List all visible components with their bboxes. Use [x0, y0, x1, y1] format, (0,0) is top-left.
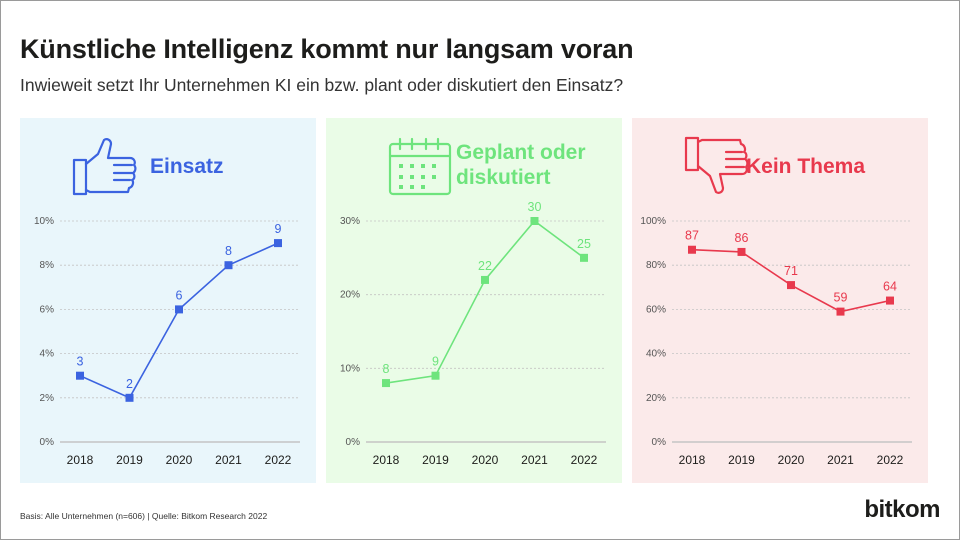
x-tick-label: 2019	[422, 453, 449, 467]
data-label: 25	[577, 237, 591, 251]
data-point	[224, 261, 233, 270]
y-tick-label: 80%	[646, 260, 666, 271]
data-point	[580, 253, 588, 262]
panel-label-kein-thema: Kein Thema	[746, 155, 866, 178]
y-tick-label: 30%	[340, 216, 360, 227]
footnote-source: Basis: Alle Unternehmen (n=606) | Quelle…	[20, 511, 268, 521]
series-line	[79, 242, 279, 399]
data-point	[688, 245, 696, 254]
thumbs-down-icon	[684, 136, 749, 194]
x-tick-label: 2019	[116, 453, 143, 467]
panel-geplant: 0% 10% 20% 30% 2018 2019 2020 2021 2022 8 9 22 30 25 …	[326, 118, 622, 483]
panel-label-geplant-line1: Geplant oder	[456, 141, 586, 164]
thumbs-up-icon	[72, 138, 137, 196]
x-tick-label: 2021	[827, 453, 854, 467]
data-label: 3	[77, 355, 84, 369]
series-line	[385, 219, 585, 384]
data-label: 9	[275, 222, 282, 236]
x-tick-label: 2020	[166, 453, 193, 467]
x-tick-label: 2021	[215, 453, 242, 467]
panel-label-geplant-line2: diskutiert	[456, 166, 551, 189]
panel-header-einsatz: Einsatz	[20, 118, 316, 208]
y-tick-label: 20%	[646, 393, 666, 404]
brand-logo: bitkom	[864, 496, 940, 523]
series-line	[691, 248, 891, 313]
data-label: 9	[432, 355, 439, 369]
x-tick-label: 2021	[521, 453, 548, 467]
data-point	[787, 281, 795, 290]
data-label: 2	[126, 377, 133, 391]
x-tick-label: 2018	[679, 453, 706, 467]
x-tick-label: 2018	[67, 453, 94, 467]
y-tick-label: 20%	[340, 290, 360, 301]
data-label: 22	[478, 259, 492, 273]
y-tick-label: 0%	[346, 437, 361, 448]
data-point	[530, 217, 539, 225]
calendar-icon	[388, 137, 452, 196]
data-point	[737, 247, 746, 256]
y-tick-label: 6%	[40, 304, 55, 315]
data-label: 30	[528, 200, 542, 214]
data-point	[481, 275, 489, 284]
data-point	[836, 307, 845, 316]
data-label: 8	[225, 244, 232, 258]
data-label: 87	[685, 229, 699, 243]
data-point	[125, 393, 134, 402]
data-point	[886, 296, 894, 305]
panel-kein-thema: 0% 20% 40% 60% 80% 100% 2018 2019 2020 2021 2022 87…	[632, 118, 928, 483]
data-point	[175, 305, 183, 314]
chart-einsatz: 0% 2% 4% 6% 8% 10% 2018 2019 2020 2021 2022 3 2 6 8 9	[34, 216, 300, 467]
x-tick-label: 2018	[373, 453, 400, 467]
data-point	[382, 379, 390, 388]
y-tick-label: 10%	[34, 216, 54, 227]
data-label: 86	[735, 231, 749, 245]
panel-header-geplant: Geplant oder diskutiert	[326, 118, 622, 208]
chart-subtitle: Inwieweit setzt Ihr Unternehmen KI ein b…	[20, 75, 624, 95]
x-tick-label: 2022	[265, 453, 292, 467]
data-label: 64	[883, 280, 897, 294]
data-label: 6	[176, 288, 183, 302]
x-tick-label: 2022	[877, 453, 904, 467]
chart-kein-thema: 0% 20% 40% 60% 80% 100% 2018 2019 2020 2021 2022 87…	[640, 216, 912, 467]
y-tick-label: 0%	[40, 437, 55, 448]
data-point	[431, 371, 440, 380]
y-tick-label: 2%	[40, 393, 55, 404]
y-tick-label: 8%	[40, 260, 55, 271]
data-point	[76, 371, 84, 380]
y-tick-label: 100%	[640, 216, 666, 227]
data-label: 59	[834, 291, 848, 305]
chart-title: Künstliche Intelligenz kommt nur langsam…	[20, 34, 634, 64]
x-tick-label: 2020	[472, 453, 499, 467]
y-tick-label: 60%	[646, 304, 666, 315]
data-label: 71	[784, 264, 798, 278]
y-tick-label: 10%	[340, 363, 360, 374]
x-tick-label: 2019	[728, 453, 755, 467]
panel-label-einsatz: Einsatz	[150, 155, 224, 178]
y-tick-label: 4%	[40, 349, 55, 360]
x-tick-label: 2020	[778, 453, 805, 467]
y-tick-label: 0%	[652, 437, 667, 448]
data-label: 8	[383, 362, 390, 376]
panel-header-kein-thema: Kein Thema	[632, 118, 928, 208]
panel-einsatz: 0% 2% 4% 6% 8% 10% 2018 2019 2020 2021 2022 3 2 6 8 9 E…	[20, 118, 316, 483]
data-point	[274, 239, 282, 248]
x-tick-label: 2022	[571, 453, 598, 467]
y-tick-label: 40%	[646, 349, 666, 360]
chart-geplant: 0% 10% 20% 30% 2018 2019 2020 2021 2022 8 9 22 30 25	[340, 200, 606, 467]
